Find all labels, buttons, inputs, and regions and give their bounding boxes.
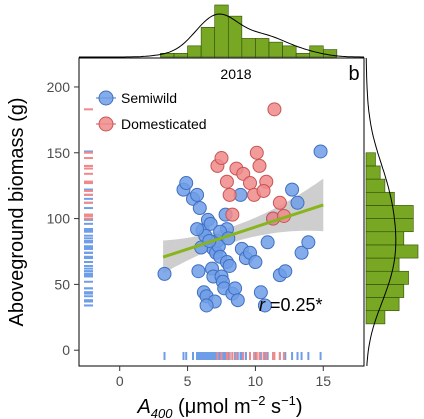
point-semiwild (260, 235, 275, 250)
point-domesticated (249, 145, 264, 160)
data-points (157, 102, 328, 313)
y-tick-label: 50 (54, 276, 70, 292)
point-semiwild (230, 293, 245, 308)
x-title-unit: (μmol m (172, 396, 250, 418)
point-semiwild (190, 187, 205, 202)
y-tick-label: 0 (62, 342, 70, 358)
x-tick-label: 0 (116, 373, 124, 389)
r-symbol: r (259, 295, 266, 315)
right-histogram-bar (365, 244, 419, 259)
top-histogram-bar (173, 52, 188, 58)
y-tick-label: 200 (47, 79, 71, 95)
point-semiwild (191, 264, 206, 279)
point-semiwild (285, 182, 300, 197)
right-histogram-bar (365, 231, 405, 246)
x-axis-title: A400 (μmol m−2 s−1) (136, 393, 302, 419)
right-histogram-bar (365, 297, 400, 312)
point-semiwild (228, 281, 243, 296)
x-title-subscript: 400 (151, 406, 173, 419)
point-domesticated (252, 158, 267, 173)
point-semiwild (313, 144, 328, 159)
top-histogram-bar (322, 49, 338, 58)
point-domesticated (225, 207, 240, 222)
top-density-curve (79, 13, 364, 58)
point-semiwild (190, 222, 205, 237)
top-histogram-bar (227, 15, 243, 58)
legend-key-semiwild (98, 90, 114, 106)
point-semiwild (222, 258, 237, 273)
right-histogram-bar (365, 205, 414, 219)
point-semiwild (294, 245, 309, 260)
x-title-superscript-2: −1 (281, 393, 296, 408)
top-marginal-histogram (79, 4, 364, 58)
point-semiwild (290, 195, 305, 210)
point-semiwild (248, 255, 263, 270)
x-axis: 0 5 10 15 (116, 366, 331, 389)
right-histogram-bar (365, 178, 386, 193)
x-tick-label: 10 (248, 373, 264, 389)
year-label: 2018 (220, 66, 251, 82)
point-semiwild (278, 264, 293, 279)
point-domesticated (267, 102, 282, 117)
point-domesticated (256, 183, 271, 198)
r-value: =0.25* (265, 295, 323, 315)
top-histogram-bar (282, 45, 297, 58)
x-title-mid: s (266, 396, 282, 418)
point-domesticated (222, 187, 237, 202)
x-title-symbol: A (136, 396, 150, 418)
y-tick-label: 100 (47, 211, 71, 227)
point-semiwild (199, 298, 214, 313)
point-semiwild (253, 285, 268, 300)
correlation-annotation: r =0.25* (259, 295, 323, 315)
x-title-superscript-1: −2 (251, 393, 266, 408)
y-axis-title: Aboveground biomass (g) (6, 97, 28, 326)
x-tick-label: 15 (315, 373, 331, 389)
point-domesticated (243, 176, 257, 191)
top-histogram-bar (187, 45, 202, 58)
right-histogram-bar (365, 165, 381, 180)
y-tick-label: 150 (47, 145, 71, 161)
right-density-curve (365, 57, 397, 367)
point-semiwild (257, 298, 272, 313)
top-histogram-bar (200, 26, 216, 58)
regression-line-path (162, 203, 324, 259)
top-histogram-bar (295, 52, 311, 58)
point-domesticated (214, 151, 229, 166)
right-histogram-bar (365, 152, 376, 167)
right-histogram-bar (365, 218, 414, 233)
top-histogram-bar (255, 38, 270, 58)
legend: Semiwild Domesticated (96, 90, 207, 132)
point-semiwild (192, 201, 207, 216)
x-title-end: ) (296, 396, 303, 418)
top-histogram-bar (214, 4, 229, 58)
regression-line (162, 203, 324, 259)
point-semiwild (203, 216, 218, 231)
right-marginal-histogram (365, 57, 419, 367)
point-semiwild (179, 176, 194, 191)
legend-label-semiwild: Semiwild (121, 90, 177, 106)
right-histogram-bar (365, 270, 409, 285)
main-panel: 2018 b Semiwild Domesticated r =0.25* (78, 57, 365, 367)
legend-key-domesticated (98, 116, 114, 132)
point-semiwild (157, 266, 172, 281)
top-histogram-bar (268, 41, 283, 58)
point-domesticated (219, 174, 234, 189)
panel-letter: b (348, 63, 359, 85)
rug-marks (84, 108, 322, 360)
point-domesticated (272, 195, 287, 210)
y-axis: 0 50 100 150 200 (47, 79, 79, 358)
point-semiwild (301, 235, 316, 250)
legend-label-domesticated: Domesticated (121, 116, 207, 132)
top-histogram-bar (241, 38, 256, 58)
x-tick-label: 5 (184, 373, 192, 389)
